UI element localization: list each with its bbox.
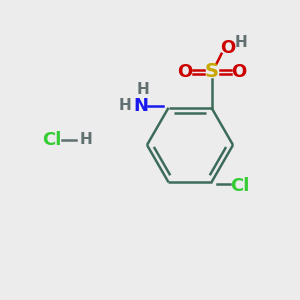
Text: O: O [177,63,192,81]
Text: Cl: Cl [42,131,62,149]
Text: H: H [80,133,92,148]
Text: O: O [231,63,246,81]
Text: Cl: Cl [230,177,249,195]
Text: H: H [234,35,247,50]
Text: N: N [133,97,148,115]
Text: S: S [205,62,218,81]
Text: H: H [118,98,131,113]
Text: H: H [136,82,149,97]
Text: O: O [220,39,235,57]
